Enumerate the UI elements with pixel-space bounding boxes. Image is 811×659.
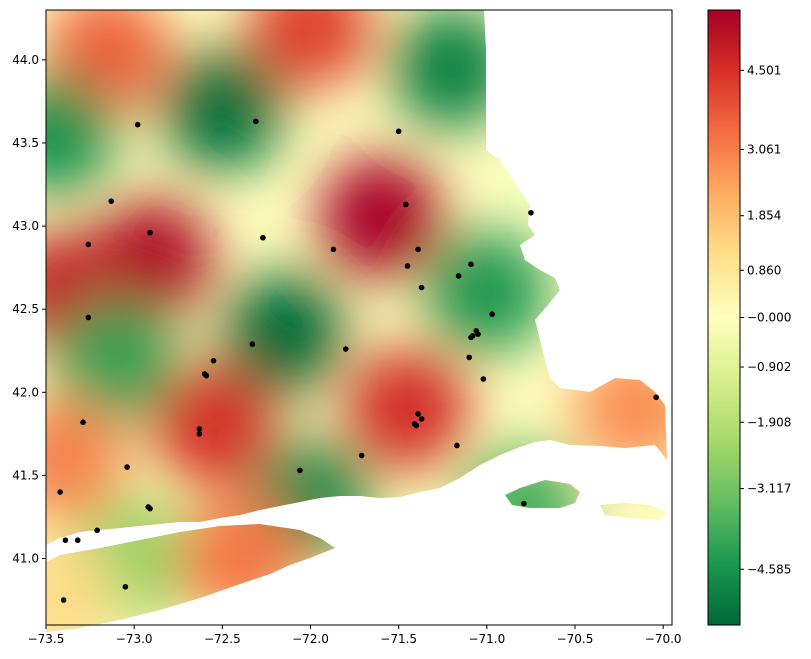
station-point [74,537,81,544]
station-point [203,372,210,379]
colorbar-tick-label: −0.902 [747,360,791,374]
colorbar-tick-label: 1.854 [747,209,781,223]
y-tick-label: 43.5 [12,136,39,150]
field-hotspot [46,72,117,197]
station-point [122,583,129,590]
plot-frame [45,9,673,626]
x-tick-label: −71.0 [468,632,505,646]
x-tick-label: −73.0 [116,632,153,646]
field-hotspot [248,10,373,89]
station-point [108,198,115,204]
colorbar-tick-label: 4.501 [747,63,781,77]
station-point [480,376,487,382]
station-point [413,422,420,429]
colorbar-tick-label: −1.908 [747,415,791,429]
station-point [147,505,153,512]
colorbar-tick-label: −0.000 [747,311,791,325]
station-point [85,241,92,248]
y-tick-label: 41.0 [12,552,39,566]
field-hotspot [151,363,276,488]
station-point [455,273,462,279]
station-point [196,426,203,432]
field-hotspot [54,297,179,422]
colorbar-tick-label: −4.585 [747,562,791,576]
station-point [60,597,67,603]
field-hotspot [574,346,667,471]
x-axis: −73.5 −73.0 −72.5 −72.0 −71.5 −71.0 −70.5 −70.0 [28,625,682,646]
station-point [358,452,365,459]
field-hotspot [319,155,444,280]
station-point [57,489,63,495]
x-tick-label: −72.0 [292,632,329,646]
station-point [402,201,409,208]
heatmap-field [46,10,667,632]
station-point [468,261,474,268]
y-tick-label: 44.0 [12,53,39,67]
station-point [62,537,69,544]
station-point [404,263,411,269]
field-hotspot [460,446,585,571]
station-point [80,419,86,426]
field-hotspot [160,47,285,172]
station-point [342,346,349,352]
x-tick-label: −72.5 [204,632,241,646]
station-point [196,431,203,437]
station-point [124,464,130,470]
station-point [330,246,337,253]
station-point [418,284,425,291]
x-tick-label: −70.5 [557,632,594,646]
station-point [85,314,92,321]
y-tick-label: 41.5 [12,468,39,482]
station-point [489,311,495,317]
colorbar [707,9,741,626]
station-point [253,118,259,125]
station-point [653,394,659,401]
station-points [57,118,659,603]
station-point [395,128,402,135]
y-tick-label: 42.5 [12,302,39,316]
field-hotspot [46,396,126,521]
station-point [297,467,303,474]
x-tick-label: −73.5 [28,632,65,646]
field-hotspot [177,496,302,621]
colorbar-tick-label: 3.061 [747,142,781,156]
field-hotspot [424,230,549,355]
colorbar-tick-label: −3.117 [747,482,791,496]
station-point [521,500,527,507]
station-point [468,334,474,341]
x-tick-label: −71.5 [380,632,417,646]
station-point [249,341,256,347]
station-point [454,442,460,449]
station-point [475,331,481,337]
station-point [147,229,153,236]
x-tick-label: −70.0 [645,632,682,646]
field-hotspot [222,272,347,397]
station-point [418,416,425,422]
station-point [528,209,534,216]
station-point [94,527,100,534]
colorbar-axis: 4.501 3.061 1.854 0.860 −0.000 −0.902 −1.908 −3… [740,63,791,576]
station-point [466,354,473,361]
colorbar-tick-label: 0.860 [747,263,781,277]
station-point [260,234,266,241]
station-point [134,121,141,128]
field-hotspot [389,10,514,131]
y-tick-label: 42.0 [12,385,39,399]
y-tick-label: 43.0 [12,219,39,233]
station-point [415,411,421,417]
y-axis: 41.0 41.5 42.0 42.5 43.0 43.5 44.0 [12,53,46,566]
station-point [210,357,217,364]
station-point [415,246,421,253]
field-hotspot [345,346,470,471]
